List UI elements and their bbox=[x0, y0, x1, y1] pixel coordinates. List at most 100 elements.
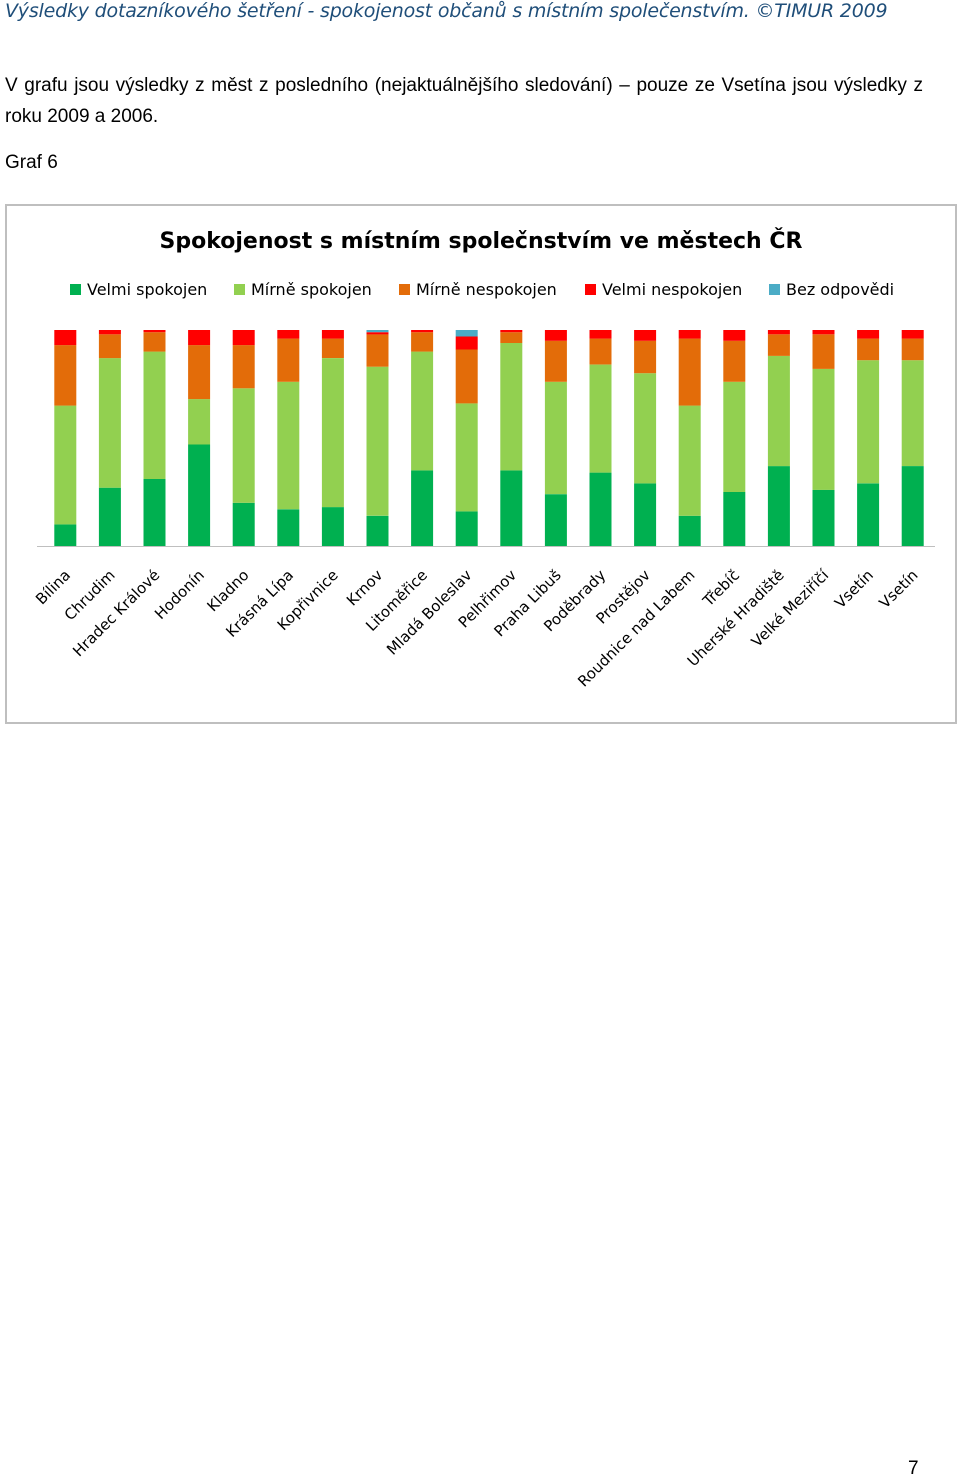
x-tick-label-1: Bílina bbox=[32, 566, 74, 608]
chart-bars bbox=[54, 330, 924, 546]
legend-swatch-4 bbox=[585, 284, 596, 295]
bar-segment-12-3 bbox=[544, 340, 567, 382]
legend-label-5: Bez odpovědi bbox=[786, 280, 894, 299]
legend-label-3: Mírně nespokojen bbox=[416, 280, 557, 299]
bar-segment-2-3 bbox=[98, 334, 121, 359]
bar-segment-18-3 bbox=[812, 334, 835, 369]
bar-segment-7-1 bbox=[321, 507, 344, 546]
legend-swatch-3 bbox=[399, 284, 410, 295]
bar-segment-15-1 bbox=[678, 515, 701, 546]
bar-segment-6-4 bbox=[277, 330, 300, 339]
legend-swatch-5 bbox=[769, 284, 780, 295]
graph-caption: Graf 6 bbox=[5, 152, 58, 173]
bar-segment-10-1 bbox=[455, 511, 478, 546]
bar-segment-20-3 bbox=[901, 338, 924, 361]
bar-segment-14-4 bbox=[634, 330, 657, 341]
x-tick-label-20: Vsetín bbox=[876, 566, 922, 612]
bar-segment-16-2 bbox=[723, 381, 746, 492]
bar-segment-13-1 bbox=[589, 472, 612, 546]
legend-label-1: Velmi spokojen bbox=[87, 280, 207, 299]
bar-segment-11-2 bbox=[500, 343, 523, 471]
intro-paragraph: V grafu jsou výsledky z měst z posledníh… bbox=[5, 75, 923, 127]
chart-title: Spokojenost s místním společnstvím ve mě… bbox=[160, 228, 803, 254]
bar-segment-18-4 bbox=[812, 330, 835, 335]
bar-segment-4-2 bbox=[188, 399, 211, 445]
bar-segment-14-1 bbox=[634, 483, 657, 546]
bar-segment-2-2 bbox=[98, 358, 121, 488]
x-tick-label-4: Hodonín bbox=[151, 566, 208, 623]
bar-segment-18-2 bbox=[812, 368, 835, 490]
bar-segment-9-4 bbox=[411, 330, 434, 333]
bar-segment-2-1 bbox=[98, 487, 121, 546]
bar-segment-15-4 bbox=[678, 330, 701, 339]
x-tick-label-18: Velké Meziříčí bbox=[748, 566, 833, 651]
bar-segment-8-3 bbox=[366, 334, 389, 367]
bar-segment-9-2 bbox=[411, 351, 434, 471]
bar-segment-16-4 bbox=[723, 330, 746, 341]
bar-segment-5-3 bbox=[232, 345, 255, 389]
bar-segment-10-3 bbox=[455, 349, 478, 404]
bar-segment-14-2 bbox=[634, 373, 657, 484]
stacked-bar-chart: Spokojenost s místním společnstvím ve mě… bbox=[32, 228, 935, 691]
bar-segment-20-2 bbox=[901, 360, 924, 466]
bar-segment-10-5 bbox=[455, 330, 478, 337]
legend-swatch-1 bbox=[70, 284, 81, 295]
bar-segment-6-2 bbox=[277, 381, 300, 510]
bar-segment-2-4 bbox=[98, 330, 121, 335]
x-tick-label-8: Krnov bbox=[343, 566, 386, 609]
bar-segment-19-1 bbox=[857, 483, 880, 546]
bar-segment-16-1 bbox=[723, 492, 746, 546]
bar-segment-11-4 bbox=[500, 330, 523, 333]
bar-segment-7-4 bbox=[321, 330, 344, 339]
bar-segment-17-2 bbox=[767, 355, 790, 467]
bar-segment-5-4 bbox=[232, 330, 255, 346]
bar-segment-5-1 bbox=[232, 502, 255, 546]
bar-segment-8-1 bbox=[366, 515, 389, 546]
bar-segment-4-4 bbox=[188, 330, 211, 346]
bar-segment-8-4 bbox=[366, 332, 389, 335]
bar-segment-19-2 bbox=[857, 360, 880, 484]
bar-segment-3-3 bbox=[143, 332, 166, 352]
legend-swatch-2 bbox=[234, 284, 245, 295]
bar-segment-10-4 bbox=[455, 336, 478, 350]
bar-segment-4-3 bbox=[188, 345, 211, 400]
bar-segment-20-1 bbox=[901, 466, 924, 546]
bar-segment-13-2 bbox=[589, 364, 612, 473]
x-tick-label-19: Vsetín bbox=[831, 566, 877, 612]
bar-segment-8-2 bbox=[366, 366, 389, 516]
bar-segment-11-3 bbox=[500, 332, 523, 343]
bar-segment-3-2 bbox=[143, 351, 166, 479]
bar-segment-3-1 bbox=[143, 479, 166, 546]
bar-segment-15-3 bbox=[678, 338, 701, 406]
bar-segment-18-1 bbox=[812, 489, 835, 546]
bar-segment-10-2 bbox=[455, 403, 478, 512]
bar-segment-8-5 bbox=[366, 330, 389, 333]
chart-legend: Velmi spokojen Mírně spokojen Mírně nespok… bbox=[70, 280, 894, 299]
bar-segment-13-3 bbox=[589, 338, 612, 365]
bar-segment-3-4 bbox=[143, 330, 166, 333]
bar-segment-7-3 bbox=[321, 338, 344, 358]
bar-segment-17-4 bbox=[767, 330, 790, 335]
bar-segment-13-4 bbox=[589, 330, 612, 339]
chart-frame: Spokojenost s místním společnstvím ve mě… bbox=[5, 204, 957, 724]
bar-segment-4-1 bbox=[188, 444, 211, 546]
bar-segment-14-3 bbox=[634, 340, 657, 374]
bar-segment-17-3 bbox=[767, 334, 790, 356]
bar-segment-1-2 bbox=[54, 405, 77, 525]
bar-segment-17-1 bbox=[767, 466, 790, 546]
bar-segment-15-2 bbox=[678, 405, 701, 516]
bar-segment-12-4 bbox=[544, 330, 567, 341]
running-header: Výsledky dotazníkového šetření - spokoje… bbox=[5, 0, 888, 22]
bar-segment-12-1 bbox=[544, 494, 567, 546]
bar-segment-19-3 bbox=[857, 338, 880, 361]
bar-segment-11-1 bbox=[500, 470, 523, 546]
bar-segment-6-3 bbox=[277, 338, 300, 382]
bar-segment-7-2 bbox=[321, 358, 344, 508]
bar-segment-16-3 bbox=[723, 340, 746, 382]
bar-segment-6-1 bbox=[277, 509, 300, 546]
bar-segment-5-2 bbox=[232, 388, 255, 503]
page-number: 7 bbox=[908, 1458, 919, 1479]
bar-segment-20-4 bbox=[901, 330, 924, 339]
bar-segment-1-3 bbox=[54, 345, 77, 406]
